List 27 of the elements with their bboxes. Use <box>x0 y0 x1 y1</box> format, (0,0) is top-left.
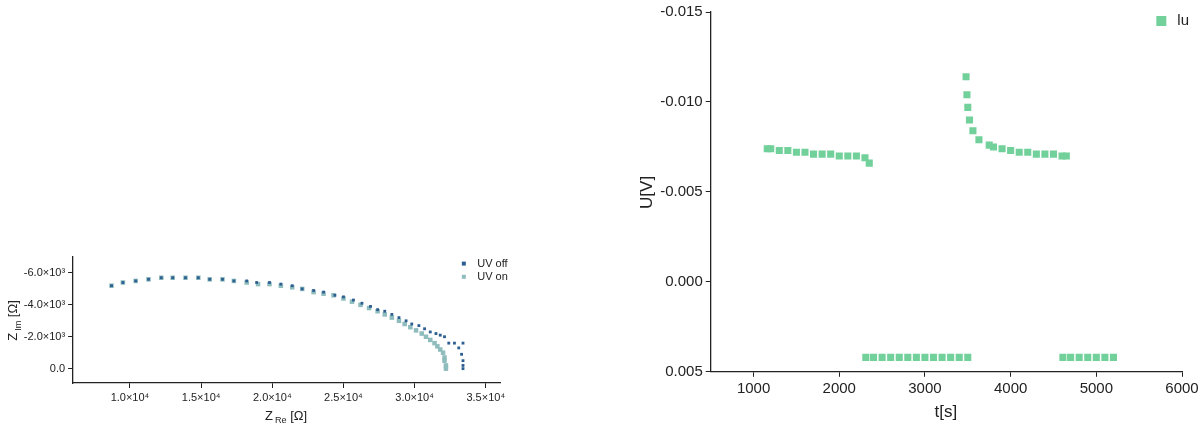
x-tick-label: 2.5×10⁴ <box>324 390 364 403</box>
y-axis-title: ZIm [Ω] <box>5 300 23 341</box>
y-axis-title: U[V] <box>636 175 656 209</box>
x-tick-label: 5000 <box>1079 378 1113 396</box>
y-tick-label: -2.0×10³ <box>23 329 66 342</box>
x-tick-label: 6000 <box>1165 378 1199 396</box>
y-tick-label: -0.005 <box>660 182 703 200</box>
x-tick-label: 3000 <box>908 378 942 396</box>
x-tick-label: 1.5×10⁴ <box>181 390 221 403</box>
y-tick-label: 0.005 <box>665 361 703 379</box>
x-tick-label: 2000 <box>822 378 856 396</box>
x-tick-label: 1000 <box>736 378 771 396</box>
y-tick-label: 0.0 <box>49 361 66 374</box>
x-tick-label: 1.0×10⁴ <box>110 390 150 403</box>
y-tick-label: 0.000 <box>665 271 703 289</box>
legend-label: lu <box>1177 11 1190 29</box>
legend-label: UV off <box>477 256 509 269</box>
y-tick-label: -0.010 <box>660 92 703 110</box>
x-tick-label: 3.0×10⁴ <box>395 390 435 403</box>
legend-label: UV on <box>477 269 508 282</box>
y-tick-label: -0.015 <box>660 2 703 20</box>
x-tick-label: 3.5×10⁴ <box>466 390 506 403</box>
x-tick-label: 4000 <box>993 378 1028 396</box>
y-tick-label: -4.0×10³ <box>23 297 66 310</box>
x-axis-title: t[s] <box>934 402 958 422</box>
x-tick-label: 2.0×10⁴ <box>252 390 292 403</box>
y-tick-label: -6.0×10³ <box>23 265 66 278</box>
